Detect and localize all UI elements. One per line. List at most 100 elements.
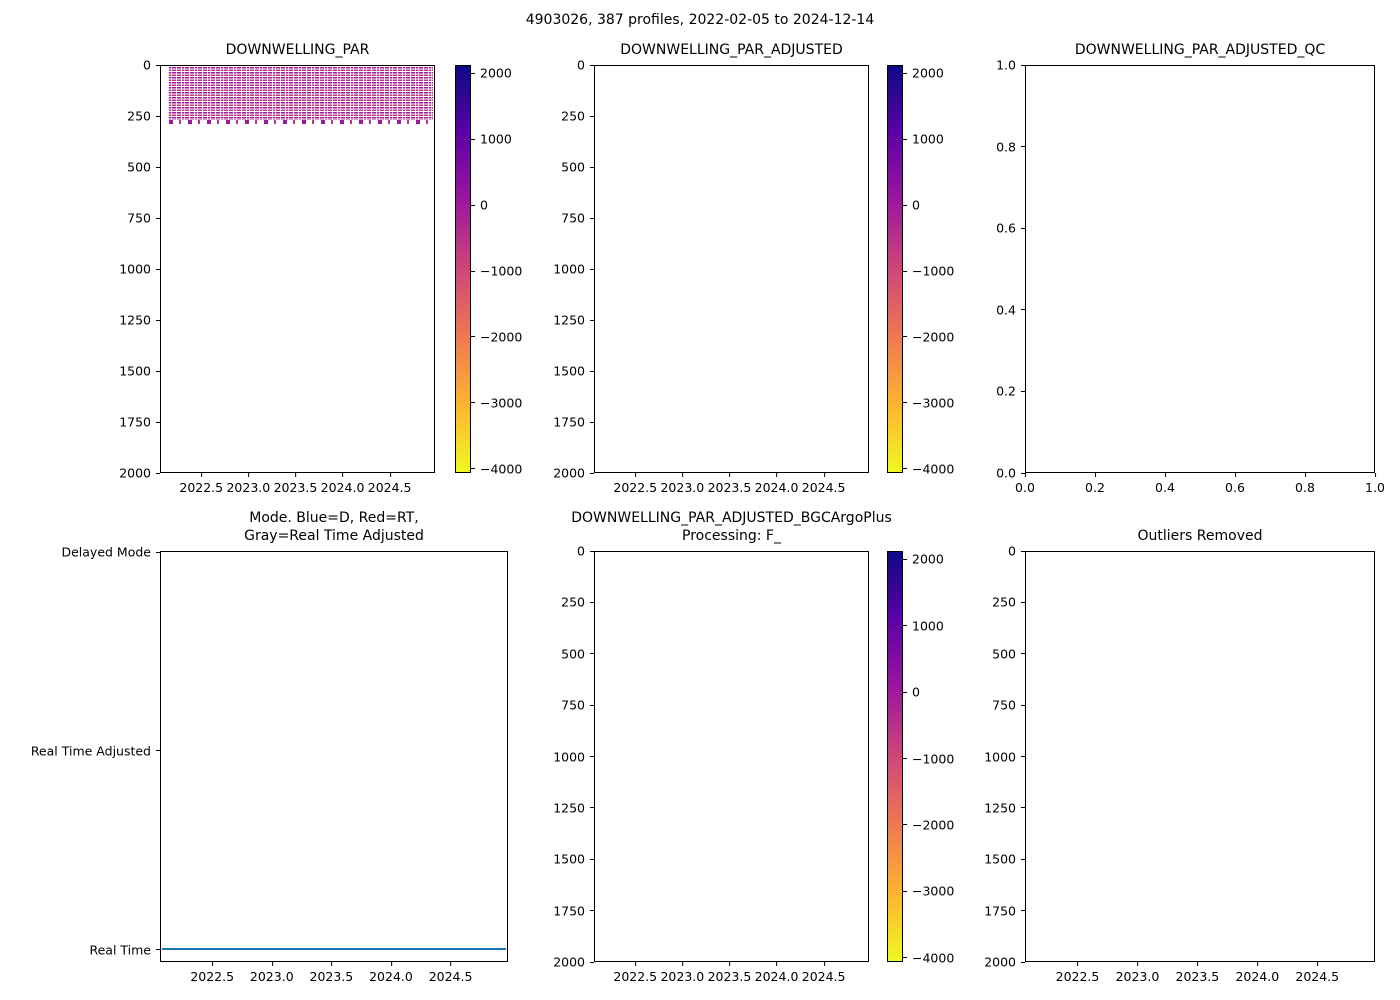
tick-label: 2000	[553, 465, 585, 481]
tick-label: 1250	[119, 312, 151, 328]
tick-label: 2024.0	[1235, 962, 1280, 984]
tick-label: 2000	[480, 65, 512, 81]
subplot-outliers-title: Outliers Removed	[1137, 527, 1263, 544]
tick-label: 750	[561, 697, 585, 713]
tick-label: 0.2	[996, 383, 1016, 399]
subplot-qc-xticks: 0.0 0.2 0.4 0.6 0.8 1.0	[1015, 473, 1385, 499]
subplot-bgcargoplus-yticks: 0 250 500 750 1000 1250 1500 1750 2000	[444, 544, 594, 970]
tick-label: 2024.0	[754, 962, 799, 984]
tick-label: 2024.5	[1295, 962, 1340, 984]
tick-label: 2023.0	[226, 473, 271, 495]
subplot-mode-axes	[160, 551, 508, 962]
tick-label: 1.0	[1365, 473, 1385, 495]
tick-label: 0.0	[1015, 473, 1035, 495]
tick-label: Delayed Mode	[61, 544, 151, 560]
tick-label: −1000	[912, 751, 955, 767]
tick-label: 1750	[119, 414, 151, 430]
tick-label: −3000	[912, 883, 955, 899]
tick-label: 1000	[553, 749, 585, 764]
tick-label: 2000	[912, 65, 944, 81]
colorbar-par: 2000 1000 0 −1000 −2000 −3000 −4000	[455, 65, 522, 476]
par-data-band	[167, 67, 434, 120]
tick-label: 2023.5	[273, 473, 318, 495]
tick-label: 1250	[553, 800, 585, 816]
subplot-mode-title: Mode. Blue=D, Red=RT, Gray=Real Time Adj…	[244, 510, 424, 544]
tick-label: 750	[561, 210, 585, 226]
tick-label: 2023.0	[1115, 962, 1160, 984]
subplot-outliers-xticks: 2022.5 2023.0 2023.5 2024.0 2024.5	[1025, 962, 1375, 988]
tick-label: 1750	[553, 414, 585, 430]
par-data-band-fringe	[169, 119, 432, 124]
tick-label: 2000	[912, 551, 944, 567]
tick-label: 2023.0	[249, 962, 294, 984]
subplot-outliers-axes	[1025, 551, 1375, 962]
subplot-bgcargoplus-xticks: 2022.5 2023.0 2023.5 2024.0 2024.5	[594, 962, 869, 988]
colorbar-bgcargoplus: 2000 1000 0 −1000 −2000 −3000 −4000	[887, 551, 954, 965]
tick-label: 2023.0	[660, 962, 705, 984]
subplot-par-adjusted-xticks: 2022.5 2023.0 2023.5 2024.0 2024.5	[594, 473, 869, 499]
tick-label: 1.0	[996, 57, 1016, 73]
tick-label: 0.6	[1225, 473, 1245, 495]
tick-label: 2022.5	[1055, 962, 1100, 984]
subplot-par-adjusted-yticks: 0 250 500 750 1000 1250 1500 1750 2000	[444, 58, 594, 481]
tick-label: 0.4	[1155, 473, 1175, 495]
tick-label: 0.2	[1085, 473, 1105, 495]
figure-title: 4903026, 387 profiles, 2022-02-05 to 202…	[525, 12, 875, 28]
tick-label: 500	[561, 159, 585, 175]
tick-label: 0.8	[996, 139, 1016, 155]
subplot-par-xticks: 2022.5 2023.0 2023.5 2024.0 2024.5	[160, 473, 435, 499]
tick-label: 0	[912, 197, 920, 213]
tick-label: 0	[577, 57, 585, 73]
tick-label: 2022.5	[613, 962, 658, 984]
subplot-par-axes	[160, 65, 435, 473]
subplot-bgcargoplus: DOWNWELLING_PAR_ADJUSTED_BGCArgoPlus Pro…	[553, 510, 892, 984]
tick-label: Real Time Adjusted	[30, 743, 151, 759]
mode-realtime-line	[162, 947, 506, 950]
tick-label: 0	[912, 684, 920, 700]
subplot-mode-yticks: Delayed Mode Real Time Adjusted Real Time	[10, 545, 160, 962]
tick-label: 2023.5	[707, 962, 752, 984]
tick-label: 2024.5	[801, 962, 846, 984]
tick-label: 2023.5	[309, 962, 354, 984]
tick-label: 500	[127, 159, 151, 175]
subplot-par-adjusted-axes	[594, 65, 869, 473]
tick-label: 0.8	[1295, 473, 1315, 495]
tick-label: 0	[1008, 543, 1016, 559]
subplot-qc-title: DOWNWELLING_PAR_ADJUSTED_QC	[1074, 41, 1326, 58]
tick-label: 1250	[984, 800, 1016, 816]
tick-label: 1500	[553, 851, 585, 867]
tick-label: 750	[992, 697, 1016, 713]
subplot-mode-xticks: 2022.5 2023.0 2023.5 2024.0 2024.5	[160, 962, 508, 988]
subplot-bgcargoplus-axes	[594, 551, 869, 962]
tick-label: 2022.5	[190, 962, 235, 984]
tick-label: 1000	[912, 618, 944, 634]
tick-label: 1000	[984, 749, 1016, 764]
tick-label: 1500	[119, 363, 151, 379]
tick-label: 1500	[553, 363, 585, 379]
tick-label: 750	[127, 210, 151, 226]
tick-label: −3000	[912, 395, 955, 411]
tick-label: −1000	[480, 263, 523, 279]
tick-label: 250	[127, 108, 151, 124]
tick-label: 500	[992, 646, 1016, 662]
subplot-bgcargoplus-title: DOWNWELLING_PAR_ADJUSTED_BGCArgoPlus Pro…	[571, 510, 892, 544]
subplot-qc-axes	[1025, 65, 1375, 473]
tick-label: 250	[992, 594, 1016, 610]
subplot-downwelling-par-adjusted-qc: DOWNWELLING_PAR_ADJUSTED_QC 1.0 0.8 0.6 0.4…	[996, 42, 1385, 496]
tick-label: 2022.5	[179, 473, 224, 495]
colorbar-par-gradient	[455, 65, 471, 473]
tick-label: −2000	[912, 329, 955, 345]
subplot-downwelling-par: DOWNWELLING_PAR 0 250 500 750 1000 1250 1500 17…	[119, 42, 435, 495]
tick-label: 2000	[984, 954, 1016, 970]
tick-label: 500	[561, 646, 585, 662]
tick-label: −2000	[480, 329, 523, 345]
tick-label: 2023.0	[660, 473, 705, 495]
tick-label: 2024.5	[801, 473, 846, 495]
tick-label: 0	[577, 543, 585, 559]
tick-label: −4000	[912, 461, 955, 477]
tick-label: −4000	[912, 950, 955, 966]
subplot-downwelling-par-adjusted: DOWNWELLING_PAR_ADJUSTED 0 250 500 750 1000 1…	[553, 42, 869, 495]
tick-label: 2024.5	[428, 962, 473, 984]
colorbar-bgcargoplus-gradient	[887, 551, 903, 962]
